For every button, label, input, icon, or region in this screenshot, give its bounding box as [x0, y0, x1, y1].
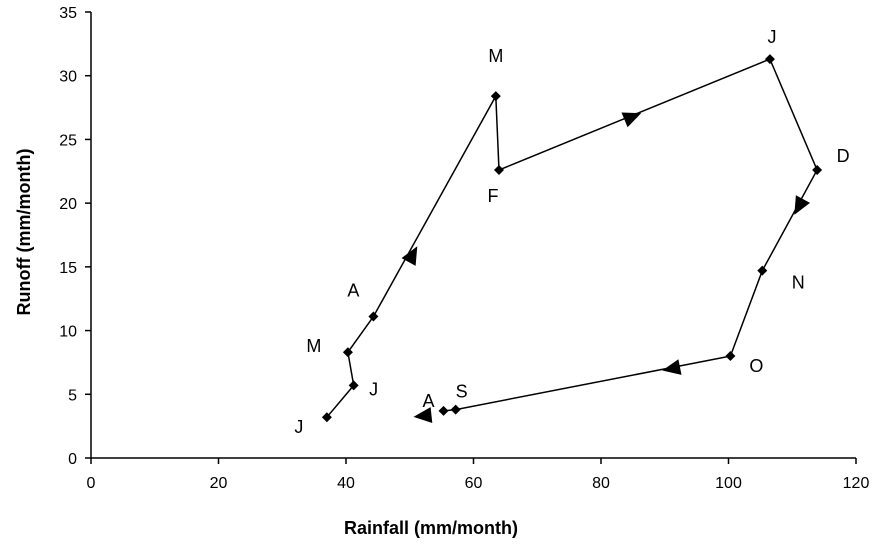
y-tick-label: 30 [59, 69, 77, 86]
point-label: J [767, 27, 776, 47]
direction-arrows [401, 112, 810, 423]
point-label: O [749, 356, 763, 376]
direction-arrow [401, 246, 418, 266]
y-tick-label: 15 [59, 260, 77, 277]
data-point [348, 380, 359, 391]
x-tick-label: 120 [843, 475, 870, 492]
axes [85, 11, 857, 464]
point-label: N [792, 273, 805, 293]
point-label: J [369, 379, 378, 399]
x-tick-label: 80 [592, 475, 610, 492]
data-point [438, 405, 449, 416]
y-tick-label: 25 [59, 132, 77, 149]
data-point [450, 404, 461, 415]
point-label: A [423, 391, 435, 411]
y-tick-label: 10 [59, 324, 77, 341]
point-label: M [488, 46, 503, 66]
series-path [326, 58, 818, 418]
point-label: D [837, 146, 850, 166]
y-tick-label: 35 [59, 5, 77, 22]
point-label: S [456, 382, 468, 402]
x-tick-label: 20 [210, 475, 228, 492]
series-line [326, 58, 818, 418]
data-point [368, 311, 379, 322]
y-tick-label: 0 [68, 451, 77, 468]
point-label: M [306, 336, 321, 356]
x-tick-label: 100 [715, 475, 742, 492]
data-markers [321, 54, 823, 423]
direction-arrow [662, 359, 682, 375]
data-point [494, 165, 504, 176]
point-label: A [347, 281, 359, 301]
data-point [725, 351, 736, 362]
x-axis-title: Rainfall (mm/month) [344, 518, 518, 538]
point-label: J [294, 417, 303, 437]
direction-arrow [413, 407, 433, 423]
direction-arrow [794, 195, 810, 215]
data-point [757, 265, 768, 276]
direction-arrow [621, 112, 642, 128]
x-tick-label: 0 [87, 475, 96, 492]
data-point [321, 412, 332, 423]
tick-labels: 0 5 10 15 20 25 30 35 0 20 40 60 80 100 120 [59, 5, 869, 492]
y-tick-label: 20 [59, 196, 77, 213]
point-labels: J J M A M F J D N O S A [294, 27, 849, 437]
point-label: F [488, 186, 499, 206]
x-tick-label: 40 [337, 475, 355, 492]
y-tick-label: 5 [68, 387, 77, 404]
y-axis-title: Runoff (mm/month) [14, 149, 34, 316]
data-point [812, 165, 823, 176]
data-point [342, 347, 353, 358]
data-point [490, 91, 501, 102]
x-tick-label: 60 [465, 475, 483, 492]
data-point [764, 54, 775, 65]
